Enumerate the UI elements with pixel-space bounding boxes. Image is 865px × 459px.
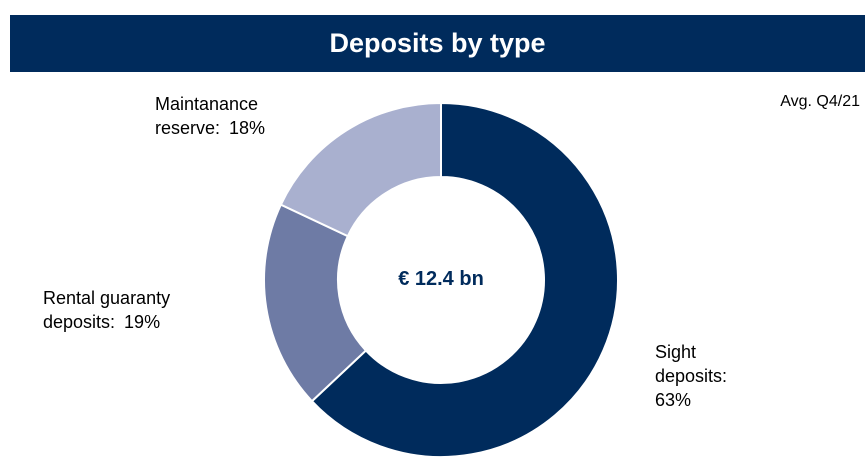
donut-slice bbox=[279, 101, 442, 238]
donut-slice bbox=[263, 203, 368, 403]
category-name: Sight deposits: bbox=[655, 342, 728, 386]
category-name: Maintanance reserve: bbox=[155, 94, 259, 138]
chart-title: Deposits by type bbox=[329, 28, 546, 58]
slice-label: Maintanance reserve: 18% bbox=[155, 92, 315, 140]
center-label: € 12.4 bn bbox=[398, 268, 484, 290]
title-bar bbox=[10, 15, 865, 72]
subtitle: Avg. Q4/21 bbox=[780, 93, 860, 110]
slice-label: Rental guaranty deposits: 19% bbox=[43, 286, 218, 334]
value-label: 19% bbox=[124, 312, 161, 332]
slice-label: Sight deposits: 63% bbox=[655, 340, 755, 412]
value-label: 18% bbox=[229, 118, 266, 138]
category-name: Rental guaranty deposits: bbox=[43, 288, 171, 332]
donut-slice bbox=[310, 101, 619, 458]
value-label: 63% bbox=[655, 390, 692, 410]
